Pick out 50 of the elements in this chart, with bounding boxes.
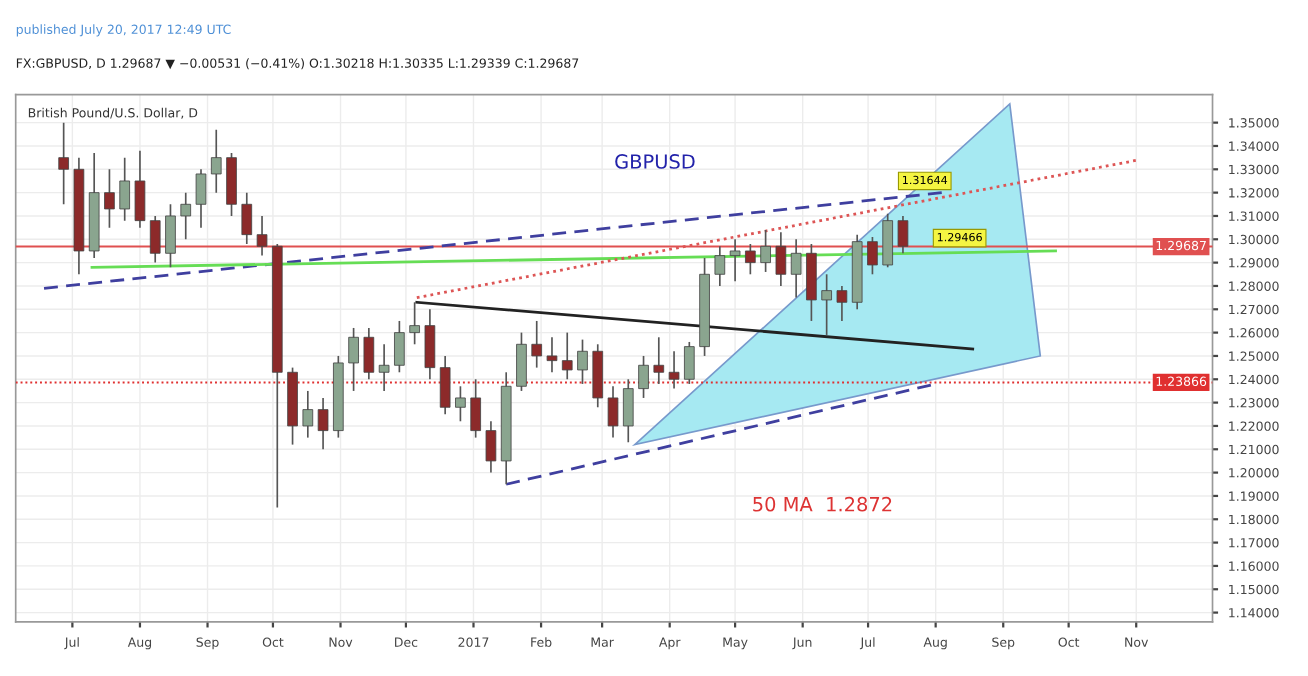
candlestick [546, 336, 558, 374]
annotation: 50 MA 1.2872 [753, 496, 892, 512]
candlestick [745, 243, 756, 276]
candlestick [638, 355, 649, 399]
candlestick [485, 420, 497, 474]
candlestick [455, 385, 466, 423]
candlestick [622, 378, 634, 444]
candlestick [607, 385, 619, 439]
candlestick [531, 320, 543, 369]
candlestick [134, 149, 146, 229]
candlestick [378, 343, 390, 392]
candlestick [729, 238, 741, 283]
candlestick [241, 191, 253, 245]
candlestick [775, 231, 787, 287]
candlestick [363, 327, 375, 381]
candlestick [577, 338, 588, 385]
candlestick [424, 308, 436, 381]
candlestick [119, 156, 131, 222]
candlestick [58, 121, 69, 206]
candlestick [790, 238, 802, 299]
candlestick [210, 128, 222, 194]
candlestick [760, 229, 771, 273]
candlestick [226, 152, 237, 217]
candlestick [683, 341, 695, 385]
candlestick [821, 273, 832, 336]
candlestick [668, 350, 680, 390]
annotation: GBPUSD [615, 154, 695, 169]
candlestick [470, 378, 481, 439]
candlestick [394, 320, 405, 374]
candlestick [714, 245, 726, 287]
candlestick [256, 215, 268, 257]
candlestick [195, 168, 207, 229]
candlestick [867, 236, 878, 276]
candlestick [439, 355, 451, 416]
candlestick [302, 390, 314, 439]
candlestick [180, 191, 192, 241]
candlestick [653, 336, 665, 385]
candlestick [409, 301, 420, 346]
candlestick [104, 168, 115, 229]
candlestick [897, 215, 909, 255]
candlestick [516, 331, 527, 392]
candlestick [836, 285, 848, 322]
candlestick [348, 327, 359, 392]
candlestick [561, 331, 573, 381]
candlestick [592, 343, 604, 409]
candlestick [149, 215, 161, 264]
candlestick [882, 212, 894, 269]
candlestick [806, 243, 817, 322]
candlestick [317, 397, 329, 451]
candlestick [165, 203, 176, 269]
